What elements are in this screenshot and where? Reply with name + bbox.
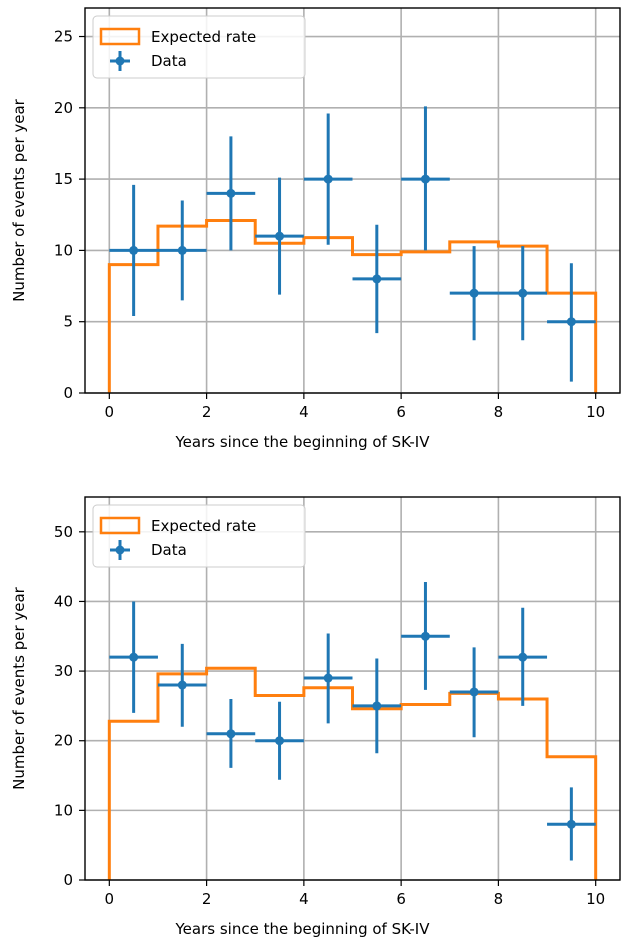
legend-expected-label: Expected rate [151, 517, 256, 535]
data-marker [518, 652, 528, 662]
x-tick-label: 4 [299, 890, 309, 908]
x-tick-label: 0 [105, 890, 115, 908]
data-marker [469, 687, 479, 697]
x-tick-label: 8 [494, 890, 504, 908]
data-marker [518, 288, 528, 298]
data-point [547, 787, 596, 861]
data-marker [226, 729, 236, 739]
data-marker [129, 652, 139, 662]
legend-box [92, 15, 306, 79]
y-axis-label: Number of events per year [10, 98, 28, 302]
x-tick-label: 10 [586, 403, 605, 421]
legend-expected-label: Expected rate [151, 28, 256, 46]
data-marker [129, 245, 139, 255]
y-tick-label: 20 [54, 99, 73, 117]
y-tick-label: 40 [54, 592, 73, 610]
axes-frame [84, 496, 621, 881]
legend-data-label: Data [151, 541, 187, 559]
data-point [498, 607, 548, 706]
y-tick-label: 0 [63, 871, 73, 889]
y-tick-label: 10 [54, 241, 73, 259]
data-point [109, 184, 158, 316]
data-marker [275, 231, 285, 241]
y-tick-label: 0 [63, 384, 73, 402]
data-point [449, 246, 499, 341]
x-tick-label: 4 [299, 403, 309, 421]
data-marker [469, 288, 479, 298]
data-marker [226, 188, 236, 198]
data-marker [323, 174, 333, 184]
x-tick-label: 6 [396, 890, 406, 908]
data-point [401, 106, 450, 251]
legend-data-label: Data [151, 52, 187, 70]
x-tick-label: 0 [105, 403, 115, 421]
data-marker [323, 673, 333, 683]
data-point [547, 263, 596, 382]
data-marker [420, 174, 430, 184]
data-point [352, 224, 402, 334]
y-tick-label: 25 [54, 28, 73, 46]
x-tick-label: 2 [202, 890, 212, 908]
data-point [303, 633, 353, 724]
data-point [303, 113, 353, 245]
data-marker [372, 701, 382, 711]
data-point [206, 136, 256, 251]
data-marker [177, 680, 187, 690]
y-axis-label: Number of events per year [10, 586, 28, 790]
legend-expected-swatch [99, 516, 141, 535]
x-tick-label: 2 [202, 403, 212, 421]
legend: Expected rate Data [92, 504, 306, 568]
y-tick-label: 10 [54, 801, 73, 819]
data-point [401, 581, 450, 690]
data-marker [566, 819, 576, 829]
x-tick-label: 8 [494, 403, 504, 421]
x-tick-label: 6 [396, 403, 406, 421]
data-point [255, 701, 304, 780]
y-tick-label: 50 [54, 523, 73, 541]
data-point [206, 698, 256, 768]
data-point [498, 246, 548, 341]
data-marker [372, 274, 382, 284]
legend-data-marker [115, 56, 125, 66]
data-marker [566, 317, 576, 327]
legend-box [92, 504, 306, 568]
x-axis-label: Years since the beginning of SK-IV [175, 920, 431, 938]
data-point [255, 177, 304, 295]
data-point [157, 643, 207, 727]
data-marker [420, 631, 430, 641]
y-tick-label: 15 [54, 170, 73, 188]
data-point [157, 200, 207, 301]
x-tick-label: 10 [586, 890, 605, 908]
axes-frame [84, 7, 621, 394]
x-axis-label: Years since the beginning of SK-IV [175, 433, 431, 451]
data-point [449, 647, 499, 738]
data-marker [275, 736, 285, 746]
y-tick-label: 30 [54, 662, 73, 680]
y-tick-label: 20 [54, 732, 73, 750]
chart-panel-2: 0 2 4 6 8 10 0 10 20 30 40 50 Years since the beginn… [10, 496, 621, 938]
legend: Expected rate Data [92, 15, 306, 79]
y-tick-label: 5 [63, 313, 73, 331]
legend-data-marker [115, 545, 125, 555]
data-point [109, 601, 158, 713]
data-marker [177, 245, 187, 255]
chart-panel-1: 0 2 4 6 8 10 0 5 10 15 20 25 Years since the beginni… [10, 7, 621, 451]
legend-expected-swatch [99, 27, 141, 46]
data-point [352, 658, 402, 754]
